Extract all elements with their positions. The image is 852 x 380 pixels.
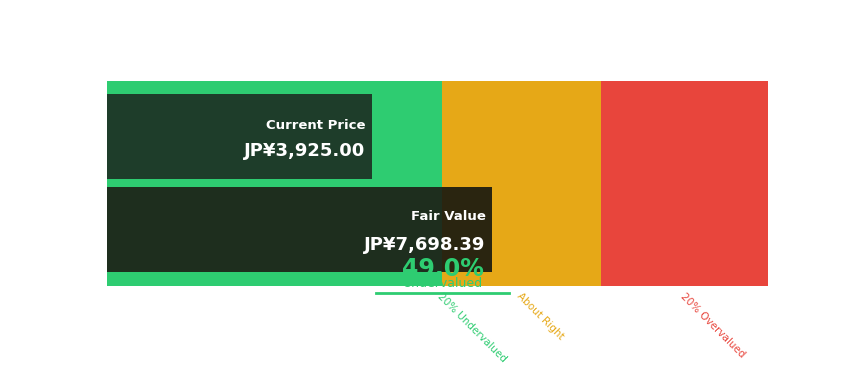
- Text: Current Price: Current Price: [266, 119, 365, 132]
- Bar: [442, 81, 601, 285]
- Text: 20% Undervalued: 20% Undervalued: [435, 291, 508, 364]
- Bar: [106, 187, 442, 272]
- Text: JP¥3,925.00: JP¥3,925.00: [244, 142, 365, 160]
- Text: Undervalued: Undervalued: [402, 277, 482, 290]
- Text: Fair Value: Fair Value: [410, 211, 485, 223]
- Text: 49.0%: 49.0%: [401, 257, 483, 282]
- Bar: [106, 81, 442, 285]
- Bar: [601, 81, 767, 285]
- Text: About Right: About Right: [514, 291, 565, 342]
- Bar: [106, 94, 371, 179]
- Text: JP¥7,698.39: JP¥7,698.39: [364, 236, 485, 254]
- Bar: [442, 187, 492, 272]
- Text: 20% Overvalued: 20% Overvalued: [678, 291, 746, 359]
